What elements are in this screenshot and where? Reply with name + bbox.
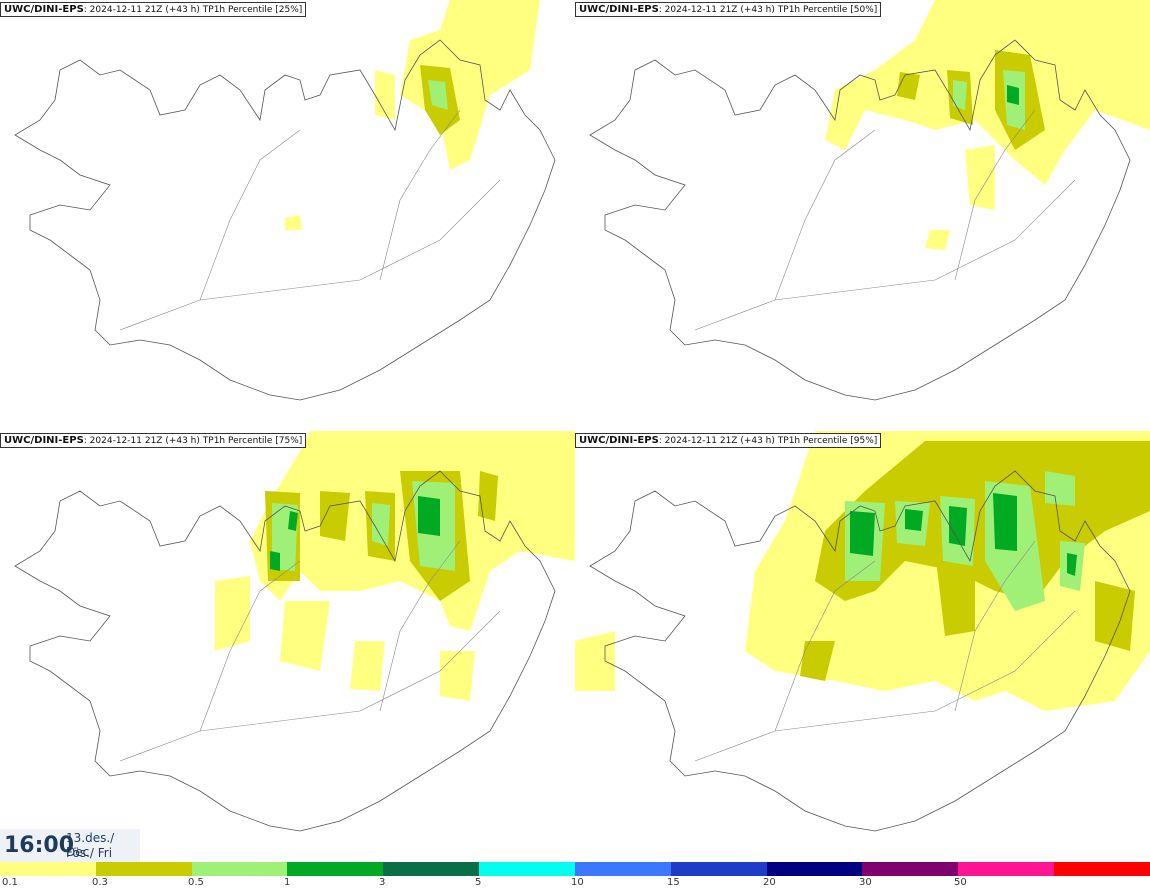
panel-title-p95: UWC/DINI-EPS: 2024-12-11 21Z (+43 h) TP1… [575, 433, 882, 448]
road-line [119, 179, 501, 331]
road-line [774, 129, 876, 301]
legend-label: 0.3 [92, 877, 108, 888]
valid-time: 16:00 [4, 833, 75, 858]
legend-label: 5 [475, 877, 482, 888]
valid-time-box: 16:00 13.des./ Dec Fös./ Fri [0, 829, 140, 862]
iceland-map-p50 [589, 0, 1150, 401]
legend-swatch [958, 862, 1055, 876]
legend-swatch [1054, 862, 1150, 876]
road-line [694, 179, 1076, 331]
iceland-coastline [589, 470, 1131, 832]
valid-date: 13.des./ Dec [66, 831, 115, 859]
road-line [379, 540, 461, 712]
iceland-map-p75 [14, 431, 575, 832]
road-line [954, 540, 1036, 712]
legend-label: 0.1 [2, 877, 18, 888]
road-line [199, 129, 301, 301]
legend-label: 30 [859, 877, 872, 888]
map-panel-p95: UWC/DINI-EPS: 2024-12-11 21Z (+43 h) TP1… [575, 431, 1150, 861]
legend-labels: 0.1 0.3 0.5 1 3 5 10 15 20 30 50 [0, 877, 1150, 891]
legend-swatch [191, 862, 288, 876]
road-line [379, 109, 461, 281]
legend-swatch [574, 862, 671, 876]
legend-label: 15 [667, 877, 680, 888]
road-line [199, 560, 301, 732]
panel-title-p25: UWC/DINI-EPS: 2024-12-11 21Z (+43 h) TP1… [0, 2, 307, 17]
road-line [694, 610, 1076, 762]
map-panel-p75: UWC/DINI-EPS: 2024-12-11 21Z (+43 h) TP1… [0, 431, 575, 861]
legend-label: 50 [954, 877, 967, 888]
valid-day: Fös./ Fri [66, 846, 113, 860]
iceland-coastline [14, 470, 556, 832]
legend-label: 3 [379, 877, 386, 888]
legend-label: 1 [284, 877, 291, 888]
road-line [954, 109, 1036, 281]
legend-label: 0.5 [188, 877, 204, 888]
legend-swatch [670, 862, 767, 876]
color-legend [0, 862, 1150, 876]
legend-swatch [383, 862, 480, 876]
legend-swatch [0, 862, 96, 876]
legend-swatch [479, 862, 575, 876]
panel-title-p50: UWC/DINI-EPS: 2024-12-11 21Z (+43 h) TP1… [575, 2, 882, 17]
legend-label: 10 [571, 877, 584, 888]
road-line [119, 610, 501, 762]
legend-swatch [766, 862, 863, 876]
iceland-map-p95 [575, 431, 1150, 832]
iceland-map-p25 [14, 0, 556, 401]
road-line [774, 560, 876, 732]
iceland-coastline [589, 39, 1131, 401]
legend-swatch [95, 862, 192, 876]
legend-swatch [862, 862, 959, 876]
legend-label: 20 [763, 877, 776, 888]
map-panel-p25: UWC/DINI-EPS: 2024-12-11 21Z (+43 h) TP1… [0, 0, 575, 430]
panel-title-p75: UWC/DINI-EPS: 2024-12-11 21Z (+43 h) TP1… [0, 433, 307, 448]
iceland-coastline [14, 39, 556, 401]
legend-swatch [287, 862, 384, 876]
map-panel-p50: UWC/DINI-EPS: 2024-12-11 21Z (+43 h) TP1… [575, 0, 1150, 430]
